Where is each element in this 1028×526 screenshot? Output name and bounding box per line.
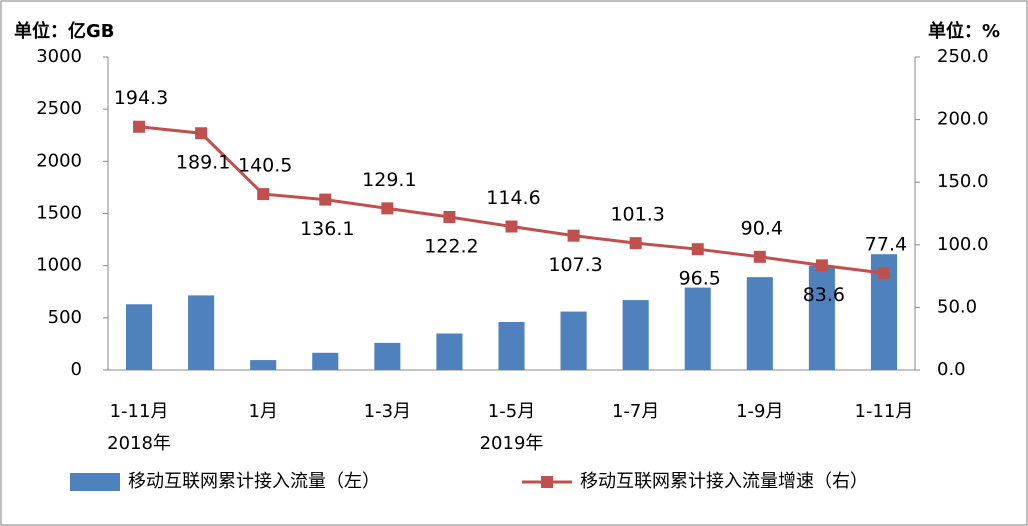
data-label: 129.1 (362, 169, 416, 191)
group-label: 2019年 (480, 433, 544, 454)
bar (498, 322, 525, 370)
y2-unit: 单位：% (928, 20, 1000, 42)
y2-tick-label: 250.0 (937, 46, 989, 67)
marker (629, 237, 642, 250)
marker (691, 243, 704, 256)
legend-swatch (70, 473, 120, 491)
bar (126, 304, 153, 370)
data-label: 189.1 (176, 152, 230, 174)
y2-tick-label: 200.0 (937, 109, 989, 130)
x-tick-label: 1-7月 (612, 401, 659, 422)
bar (622, 300, 649, 370)
x-tick-label: 1-9月 (736, 401, 783, 422)
marker (133, 120, 146, 133)
marker (443, 211, 456, 224)
marker (567, 229, 580, 242)
y2-tick-label: 150.0 (937, 171, 989, 192)
data-label: 90.4 (741, 217, 783, 239)
x-tick-label: 1-11月 (110, 401, 169, 422)
bar (312, 352, 339, 370)
data-label: 122.2 (424, 236, 478, 258)
marker (815, 259, 828, 272)
marker (877, 267, 890, 280)
y2-tick-label: 0.0 (937, 359, 966, 380)
group-label: 2018年 (107, 433, 171, 454)
data-label: 77.4 (865, 234, 907, 256)
y-tick-label: 500 (48, 307, 82, 328)
data-label: 107.3 (548, 254, 602, 276)
data-label: 114.6 (486, 187, 540, 209)
bar (808, 265, 835, 370)
legend-swatch (541, 476, 553, 488)
x-tick-label: 1-11月 (855, 401, 914, 422)
x-tick-label: 1-3月 (364, 401, 411, 422)
marker (381, 202, 394, 215)
data-label: 194.3 (114, 87, 168, 109)
y-tick-label: 1500 (36, 203, 82, 224)
data-label: 101.3 (610, 204, 664, 226)
marker (319, 193, 332, 206)
y-unit: 单位：亿GB (14, 20, 115, 42)
data-label: 96.5 (679, 268, 721, 290)
marker (753, 250, 766, 263)
bar (746, 277, 773, 370)
y2-tick-label: 100.0 (937, 234, 989, 255)
data-label: 136.1 (300, 218, 354, 240)
y-tick-label: 0 (71, 359, 82, 380)
y-tick-label: 1000 (36, 255, 82, 276)
marker (195, 127, 208, 140)
y-tick-label: 2000 (36, 150, 82, 171)
bar (374, 342, 401, 370)
x-tick-label: 1-5月 (488, 401, 535, 422)
bar (188, 295, 215, 370)
bar (250, 360, 277, 370)
y-tick-label: 3000 (36, 46, 82, 67)
data-label: 83.6 (803, 284, 845, 306)
data-label: 140.5 (238, 155, 292, 177)
marker (505, 220, 518, 233)
marker (257, 188, 270, 201)
bar (436, 333, 463, 370)
legend-label: 移动互联网累计接入流量增速（右） (580, 471, 868, 492)
bar (684, 287, 711, 370)
bar (560, 311, 587, 370)
y2-tick-label: 50.0 (937, 296, 977, 317)
legend-label: 移动互联网累计接入流量（左） (128, 471, 380, 492)
x-tick-label: 1月 (248, 401, 277, 422)
y-tick-label: 2500 (36, 98, 82, 119)
